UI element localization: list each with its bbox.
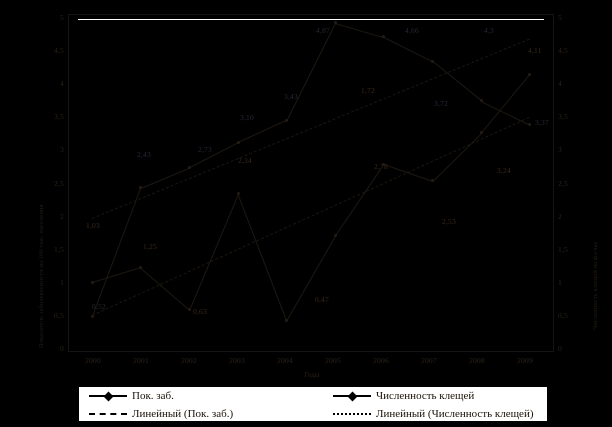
y-axis-left-tick: 0,5: [54, 311, 64, 320]
data-label-tickcount: 0,52: [92, 302, 106, 311]
solid-marker-line-icon: [87, 390, 129, 402]
x-axis-tick: 2007: [421, 356, 437, 365]
y-axis-left-tick: 1: [60, 278, 64, 287]
data-point: [139, 266, 143, 269]
x-axis-tick: 2001: [133, 356, 149, 365]
y-axis-right-tick: 1: [558, 278, 562, 287]
legend-label: Пок. заб.: [132, 390, 174, 402]
x-axis-tick: 2005: [325, 356, 341, 365]
data-label-incidence: 1,25: [143, 242, 157, 251]
data-label-incidence: 2,53: [442, 217, 456, 226]
y-axis-right-tick: 4,5: [558, 46, 568, 55]
legend-label: Линейный (Пок. заб.): [132, 408, 234, 420]
data-label-incidence: 4,11: [528, 46, 542, 55]
legend-divider: [79, 405, 547, 406]
data-point: [333, 234, 337, 238]
data-point: [431, 59, 434, 63]
y-axis-left-tick: 2: [60, 212, 64, 221]
data-label-incidence: 1,72: [361, 86, 375, 95]
x-axis-tick: 2006: [373, 356, 389, 365]
data-point: [90, 315, 94, 319]
y-axis-left-title: Показатель заболеваемости на 100 тыс. на…: [38, 204, 45, 348]
data-point: [479, 99, 483, 103]
data-label-incidence: 2,34: [238, 156, 252, 165]
y-axis-right-tick: 4: [558, 79, 562, 88]
data-point: [333, 21, 337, 25]
x-axis-tick: 2002: [181, 356, 197, 365]
data-point: [188, 165, 191, 169]
x-axis-tick: 2000: [85, 356, 101, 365]
data-point: [285, 118, 289, 122]
data-label-tickcount: 2,43: [137, 150, 151, 159]
y-axis-right-tick: 1,5: [558, 245, 568, 254]
legend-item-incidence[interactable]: Пок. заб.: [87, 387, 317, 405]
data-label-tickcount: 4,87: [316, 26, 330, 35]
legend-item-tickcount-trend[interactable]: Линейный (Численность клещей): [331, 405, 543, 423]
plot-area: [68, 14, 554, 352]
legend-label: Линейный (Численность клещей): [376, 408, 534, 420]
y-axis-right-tick: 5: [558, 13, 562, 22]
data-label-incidence: 0,47: [315, 295, 329, 304]
data-point: [528, 122, 532, 126]
data-point: [236, 140, 240, 144]
legend-item-incidence-trend[interactable]: Линейный (Пок. заб.): [87, 405, 317, 423]
y-axis-left-tick: 1,5: [54, 245, 64, 254]
y-axis-left-tick: 5: [60, 13, 64, 22]
data-label-incidence: 3,24: [497, 166, 511, 175]
legend-column-right: Численность клещей Линейный (Численность…: [331, 387, 543, 423]
y-axis-right-tick: 3,5: [558, 112, 568, 121]
data-point: [431, 179, 434, 183]
dotted-line-icon: [331, 408, 373, 420]
x-axis-tick: 2004: [277, 356, 293, 365]
y-axis-right-title: Численность клещей на фл/час: [592, 241, 599, 330]
data-point: [90, 280, 94, 284]
data-label-tickcount: 3,10: [240, 113, 254, 122]
x-axis-tick: 2008: [469, 356, 485, 365]
data-point: [382, 162, 386, 166]
data-label-tickcount: 4,66: [405, 26, 419, 35]
data-point: [139, 186, 143, 190]
y-axis-left-tick: 2,5: [54, 179, 64, 188]
data-point: [479, 131, 483, 135]
data-label-incidence: 1,03: [86, 221, 100, 230]
solid-marker-line-icon: [331, 390, 373, 402]
data-label-tickcount: 4,3: [484, 26, 494, 35]
legend-column-left: Пок. заб. Линейный (Пок. заб.): [87, 387, 317, 423]
y-axis-right-tick: 0,5: [558, 311, 568, 320]
legend-item-tickcount[interactable]: Численность клещей: [331, 387, 543, 405]
data-label-tickcount: 3,37: [535, 118, 549, 127]
y-axis-left-tick: 3: [60, 145, 64, 154]
x-axis-tick: 2009: [517, 356, 533, 365]
y-axis-right-tick: 0: [558, 344, 562, 353]
dash-dot-line-icon: [87, 408, 129, 420]
y-axis-left-tick: 0: [60, 344, 64, 353]
chart-legend: Пок. заб. Линейный (Пок. заб.) Численнос…: [78, 386, 548, 422]
data-point: [382, 35, 386, 39]
data-point: [285, 318, 289, 322]
y-axis-left-tick: 3,5: [54, 112, 64, 121]
data-point: [188, 307, 191, 311]
data-point: [236, 192, 240, 196]
y-axis-right-tick: 2: [558, 212, 562, 221]
x-axis-title: Годы: [304, 371, 320, 379]
data-label-tickcount: 3,72: [434, 99, 448, 108]
x-axis-tick: 2003: [229, 356, 245, 365]
y-axis-left-tick: 4,5: [54, 46, 64, 55]
legend-label: Численность клещей: [376, 390, 475, 402]
data-label-incidence: 0,63: [193, 307, 207, 316]
y-axis-right-tick: 3: [558, 145, 562, 154]
y-axis-right-tick: 2,5: [558, 179, 568, 188]
y-axis-left-tick: 4: [60, 79, 64, 88]
data-label-tickcount: 2,73: [198, 145, 212, 154]
data-label-tickcount: 3,43: [284, 92, 298, 101]
top-rule: [78, 19, 544, 20]
data-point: [528, 72, 532, 76]
